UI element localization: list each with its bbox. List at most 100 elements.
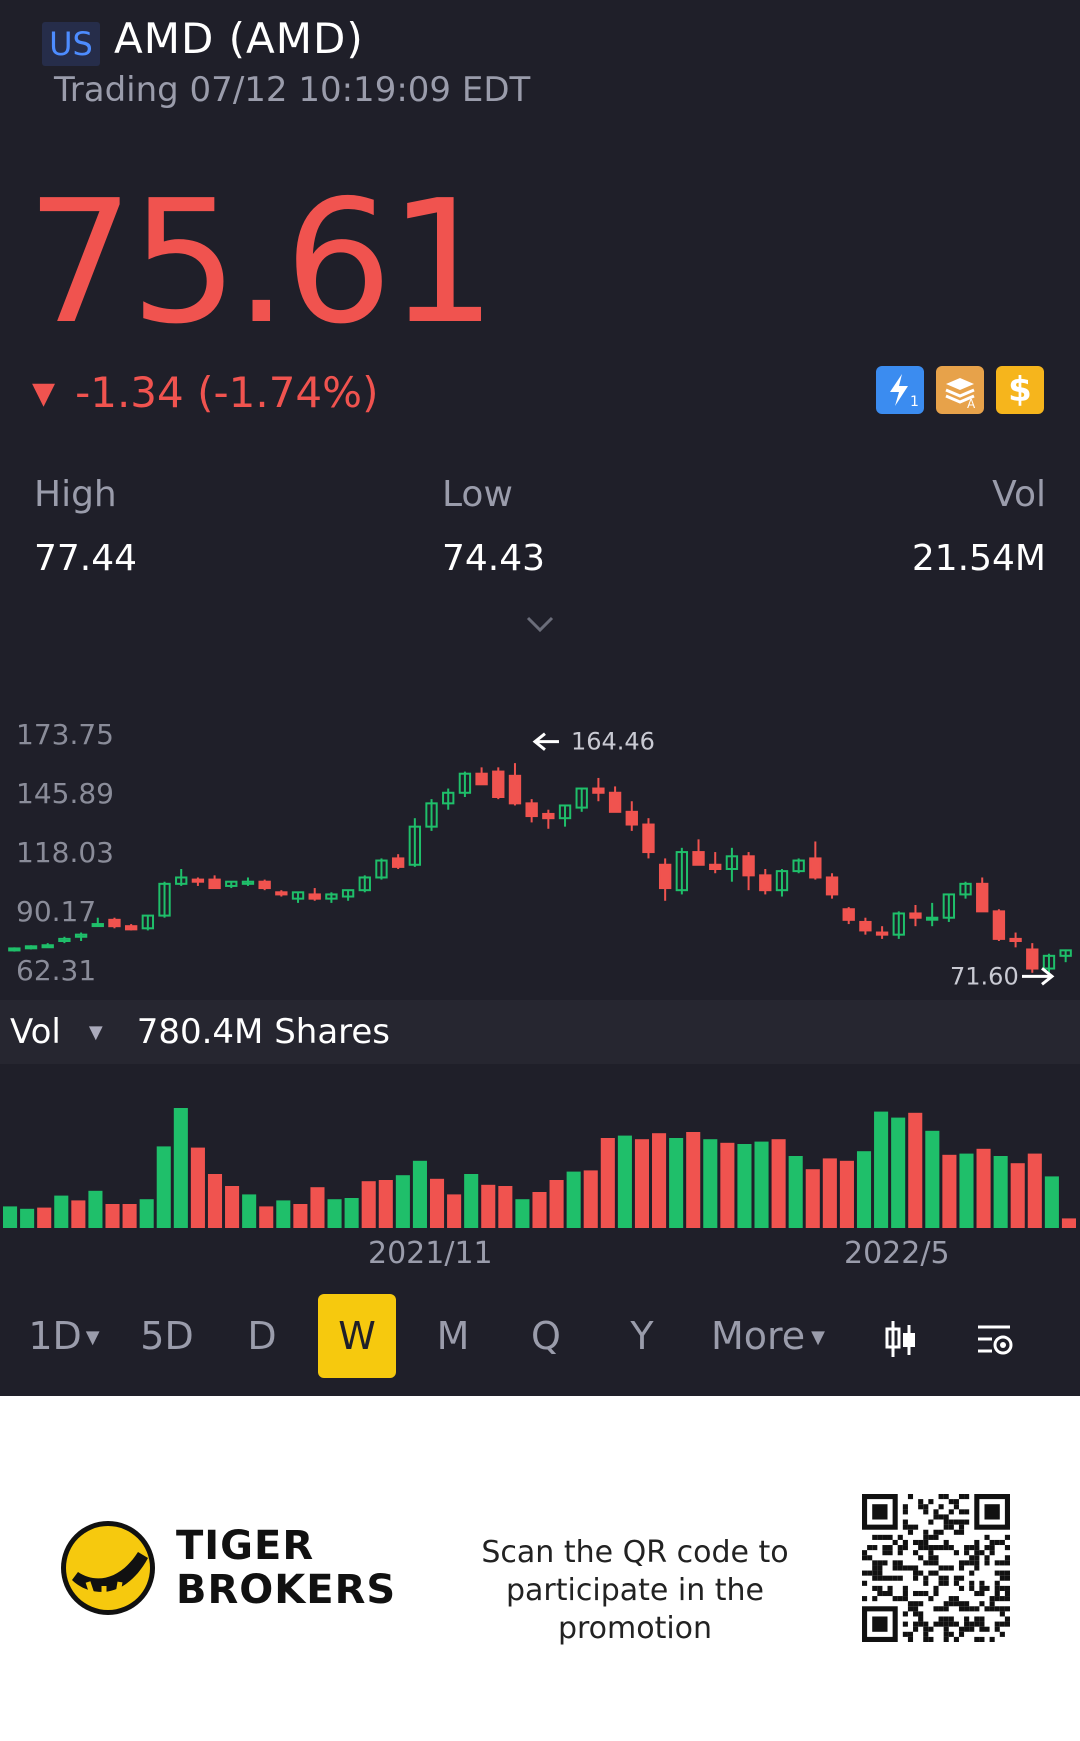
qr-module bbox=[877, 1590, 883, 1597]
period-q[interactable]: Q bbox=[531, 1314, 561, 1358]
y-tick-label: 62.31 bbox=[16, 954, 96, 987]
candle-body bbox=[408, 825, 422, 866]
qr-module bbox=[923, 1621, 929, 1627]
candle-body bbox=[942, 893, 956, 919]
period-5d[interactable]: 5D bbox=[140, 1314, 194, 1358]
candle-body bbox=[925, 916, 939, 921]
candle-body bbox=[625, 810, 638, 826]
qr-module bbox=[994, 1580, 1000, 1586]
stacked-coins-icon[interactable]: A bbox=[936, 366, 984, 414]
svg-text:A: A bbox=[967, 397, 976, 410]
qr-module bbox=[913, 1626, 919, 1632]
volume-bar bbox=[583, 1170, 598, 1228]
qr-module bbox=[933, 1590, 939, 1597]
qr-code[interactable] bbox=[862, 1494, 1010, 1642]
volume-bar bbox=[925, 1130, 940, 1228]
qr-module bbox=[902, 1504, 908, 1510]
qr-module bbox=[948, 1519, 954, 1525]
candle-body bbox=[458, 772, 472, 794]
candle-style-icon[interactable] bbox=[876, 1294, 926, 1378]
qr-module bbox=[913, 1611, 919, 1617]
qr-module bbox=[948, 1596, 954, 1602]
stock-title: AMD (AMD) bbox=[114, 14, 364, 63]
period-y[interactable]: Y bbox=[630, 1314, 654, 1358]
qr-module bbox=[984, 1555, 990, 1561]
period-more[interactable]: More ▼ bbox=[710, 1314, 826, 1358]
qr-module bbox=[969, 1621, 975, 1627]
qr-module bbox=[907, 1601, 914, 1607]
qr-module bbox=[953, 1499, 959, 1505]
qr-module bbox=[882, 1550, 888, 1556]
volume-bar bbox=[310, 1187, 325, 1228]
qr-module bbox=[943, 1621, 949, 1627]
low-arrow-icon bbox=[1022, 967, 1055, 986]
last-price: 75.61 bbox=[26, 164, 497, 362]
volume-indicator-label[interactable]: Vol bbox=[10, 1012, 61, 1052]
qr-module bbox=[928, 1550, 934, 1556]
volume-bar bbox=[54, 1195, 69, 1228]
qr-module bbox=[933, 1570, 939, 1576]
volume-bar bbox=[412, 1160, 427, 1228]
qr-module bbox=[918, 1590, 924, 1597]
qr-module bbox=[928, 1555, 934, 1561]
qr-module bbox=[969, 1585, 975, 1591]
volume-bar bbox=[1061, 1218, 1076, 1228]
volume-bar bbox=[617, 1135, 632, 1228]
lightning-level1-icon[interactable]: 1 bbox=[876, 366, 924, 414]
qr-module bbox=[892, 1565, 898, 1571]
candle-body bbox=[542, 812, 555, 820]
qr-module bbox=[938, 1565, 944, 1571]
qr-module bbox=[928, 1545, 934, 1551]
qr-module bbox=[882, 1575, 888, 1581]
volume-chart[interactable] bbox=[0, 1064, 1080, 1234]
qr-module bbox=[989, 1601, 995, 1607]
qr-module bbox=[958, 1575, 965, 1581]
qr-module bbox=[953, 1601, 959, 1607]
period-1d[interactable]: 1D ▼ bbox=[28, 1314, 100, 1358]
volume-bar bbox=[173, 1108, 188, 1228]
qr-module bbox=[943, 1519, 949, 1525]
period-w[interactable]: W bbox=[318, 1294, 396, 1378]
qr-module bbox=[984, 1606, 990, 1612]
candle-body bbox=[1042, 954, 1056, 970]
volume-bar bbox=[71, 1200, 86, 1228]
qr-module bbox=[948, 1545, 954, 1551]
qr-module bbox=[953, 1580, 959, 1586]
qr-module bbox=[989, 1550, 995, 1556]
qr-module bbox=[897, 1596, 903, 1602]
candle-body bbox=[742, 855, 755, 877]
qr-module bbox=[887, 1534, 893, 1540]
qr-module bbox=[938, 1575, 944, 1581]
candle-body bbox=[241, 880, 255, 885]
qr-module bbox=[958, 1529, 965, 1535]
qr-module bbox=[887, 1585, 893, 1591]
qr-module bbox=[994, 1621, 1000, 1627]
tiger-logo bbox=[58, 1518, 158, 1622]
period-d[interactable]: D bbox=[247, 1314, 277, 1358]
candlestick-chart[interactable]: 173.75 145.89 118.03 90.17 62.31 164.46 71.60 bbox=[0, 700, 1080, 1000]
volume-bar bbox=[122, 1204, 137, 1228]
qr-module bbox=[989, 1606, 995, 1612]
candle-body bbox=[909, 912, 922, 919]
volume-bar bbox=[669, 1138, 684, 1228]
dropdown-triangle-icon[interactable]: ▼ bbox=[88, 1021, 103, 1043]
chart-settings-icon[interactable] bbox=[970, 1294, 1020, 1378]
qr-module bbox=[984, 1545, 990, 1551]
expand-chevron-icon[interactable] bbox=[522, 612, 558, 640]
qr-module bbox=[994, 1596, 1000, 1602]
qr-module bbox=[964, 1550, 970, 1556]
qr-module bbox=[907, 1524, 914, 1530]
volume-bar bbox=[225, 1186, 240, 1228]
qr-module bbox=[943, 1636, 949, 1642]
high-arrow-icon bbox=[532, 732, 559, 751]
qr-module bbox=[892, 1575, 898, 1581]
qr-finder bbox=[872, 1616, 888, 1632]
candle-body bbox=[775, 870, 789, 892]
trading-status: Trading 07/12 10:19:09 EDT bbox=[54, 70, 531, 110]
qr-module bbox=[964, 1545, 970, 1551]
qr-module bbox=[902, 1596, 908, 1602]
period-m[interactable]: M bbox=[436, 1314, 470, 1358]
qr-finder bbox=[984, 1504, 1000, 1520]
qr-module bbox=[882, 1560, 888, 1566]
dollar-icon[interactable]: $ bbox=[996, 366, 1044, 414]
